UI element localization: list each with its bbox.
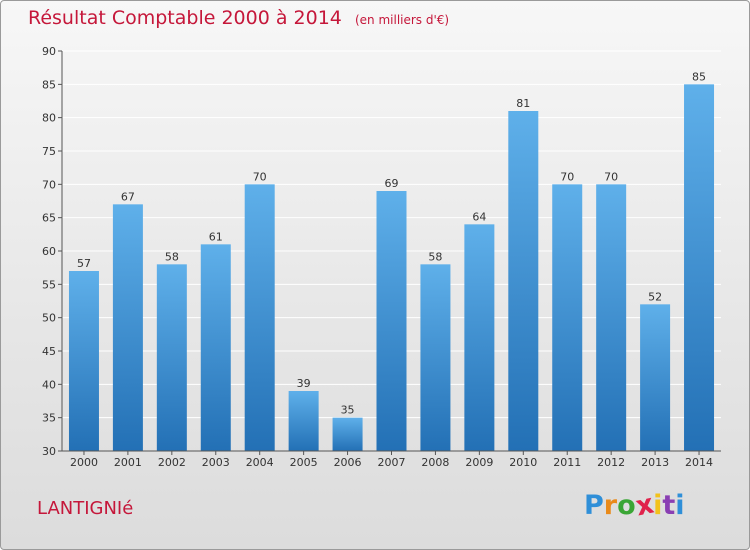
logo-letter: r bbox=[603, 490, 618, 521]
data-label-2001: 67 bbox=[121, 190, 135, 203]
x-tick-label-2010: 2010 bbox=[509, 456, 537, 469]
x-tick-label-2014: 2014 bbox=[685, 456, 713, 469]
y-tick-label: 75 bbox=[42, 145, 56, 158]
y-tick-label: 60 bbox=[42, 245, 56, 258]
bar-2012 bbox=[596, 184, 627, 452]
data-label-2005: 39 bbox=[297, 377, 311, 390]
y-tick-label: 90 bbox=[42, 45, 56, 58]
bar-2008 bbox=[420, 264, 451, 451]
y-tick-label: 85 bbox=[42, 78, 56, 91]
data-label-2000: 57 bbox=[77, 257, 91, 270]
data-label-2013: 52 bbox=[648, 290, 662, 303]
data-label-2014: 85 bbox=[692, 70, 706, 83]
y-tick-label: 55 bbox=[42, 278, 56, 291]
logo-letter: P bbox=[584, 490, 604, 521]
y-tick-label: 70 bbox=[42, 178, 56, 191]
bar-2003 bbox=[200, 244, 231, 451]
x-tick-label-2012: 2012 bbox=[597, 456, 625, 469]
y-tick-label: 50 bbox=[42, 312, 56, 325]
commune-name: LANTIGNIé bbox=[37, 498, 134, 519]
data-label-2006: 35 bbox=[341, 404, 355, 417]
x-tick-label-2007: 2007 bbox=[378, 456, 406, 469]
x-tick-label-2011: 2011 bbox=[553, 456, 581, 469]
x-tick-label-2003: 2003 bbox=[202, 456, 230, 469]
y-tick-label: 35 bbox=[42, 412, 56, 425]
bar-2013 bbox=[640, 304, 671, 451]
data-label-2003: 61 bbox=[209, 230, 223, 243]
y-tick-label: 45 bbox=[42, 345, 56, 358]
axes bbox=[58, 50, 721, 455]
x-tick-label-2008: 2008 bbox=[421, 456, 449, 469]
data-label-2007: 69 bbox=[385, 177, 399, 190]
data-label-2011: 70 bbox=[560, 170, 574, 183]
y-tick-label: 65 bbox=[42, 212, 56, 225]
bar-2001 bbox=[112, 204, 143, 451]
x-tick-label-2001: 2001 bbox=[114, 456, 142, 469]
bar-2002 bbox=[156, 264, 187, 451]
bar-2006 bbox=[332, 417, 363, 451]
data-label-2012: 70 bbox=[604, 170, 618, 183]
logo-letter: i bbox=[653, 490, 663, 521]
x-tick-label-2005: 2005 bbox=[290, 456, 318, 469]
data-label-2008: 58 bbox=[428, 250, 442, 263]
x-tick-label-2013: 2013 bbox=[641, 456, 669, 469]
data-label-2010: 81 bbox=[516, 97, 530, 110]
bar-2010 bbox=[508, 111, 539, 451]
bar-2007 bbox=[376, 191, 407, 451]
chart-title: Résultat Comptable 2000 à 2014 bbox=[28, 7, 342, 29]
y-tick-label: 30 bbox=[42, 445, 56, 458]
bar-2004 bbox=[244, 184, 275, 452]
logo-letter: i bbox=[675, 490, 685, 521]
x-tick-label-2009: 2009 bbox=[465, 456, 493, 469]
x-tick-label-2002: 2002 bbox=[158, 456, 186, 469]
y-tick-label: 40 bbox=[42, 378, 56, 391]
y-tick-label: 80 bbox=[42, 112, 56, 125]
x-tick-label-2000: 2000 bbox=[70, 456, 98, 469]
logo-letter: o bbox=[617, 490, 636, 521]
bars bbox=[68, 84, 715, 452]
data-label-2009: 64 bbox=[472, 210, 486, 223]
data-label-2002: 58 bbox=[165, 250, 179, 263]
bar-2009 bbox=[464, 224, 495, 451]
title-row: Résultat Comptable 2000 à 2014 (en milli… bbox=[28, 7, 449, 29]
chart-subtitle: (en milliers d'€) bbox=[354, 13, 450, 27]
x-tick-label-2004: 2004 bbox=[246, 456, 274, 469]
bar-2014 bbox=[684, 84, 715, 451]
x-tick-label-2006: 2006 bbox=[334, 456, 362, 469]
labels: 30 35 40 45 50 55 60 65 70 75 80 85 90 57 2000 67 2001 58… bbox=[42, 45, 713, 469]
logo-letter: t bbox=[662, 490, 676, 521]
bar-2005 bbox=[288, 391, 319, 451]
proxiti-logo[interactable]: Proxiti bbox=[584, 489, 685, 523]
bar-2011 bbox=[552, 184, 583, 452]
bar-2000 bbox=[68, 271, 99, 451]
data-label-2004: 70 bbox=[253, 170, 267, 183]
